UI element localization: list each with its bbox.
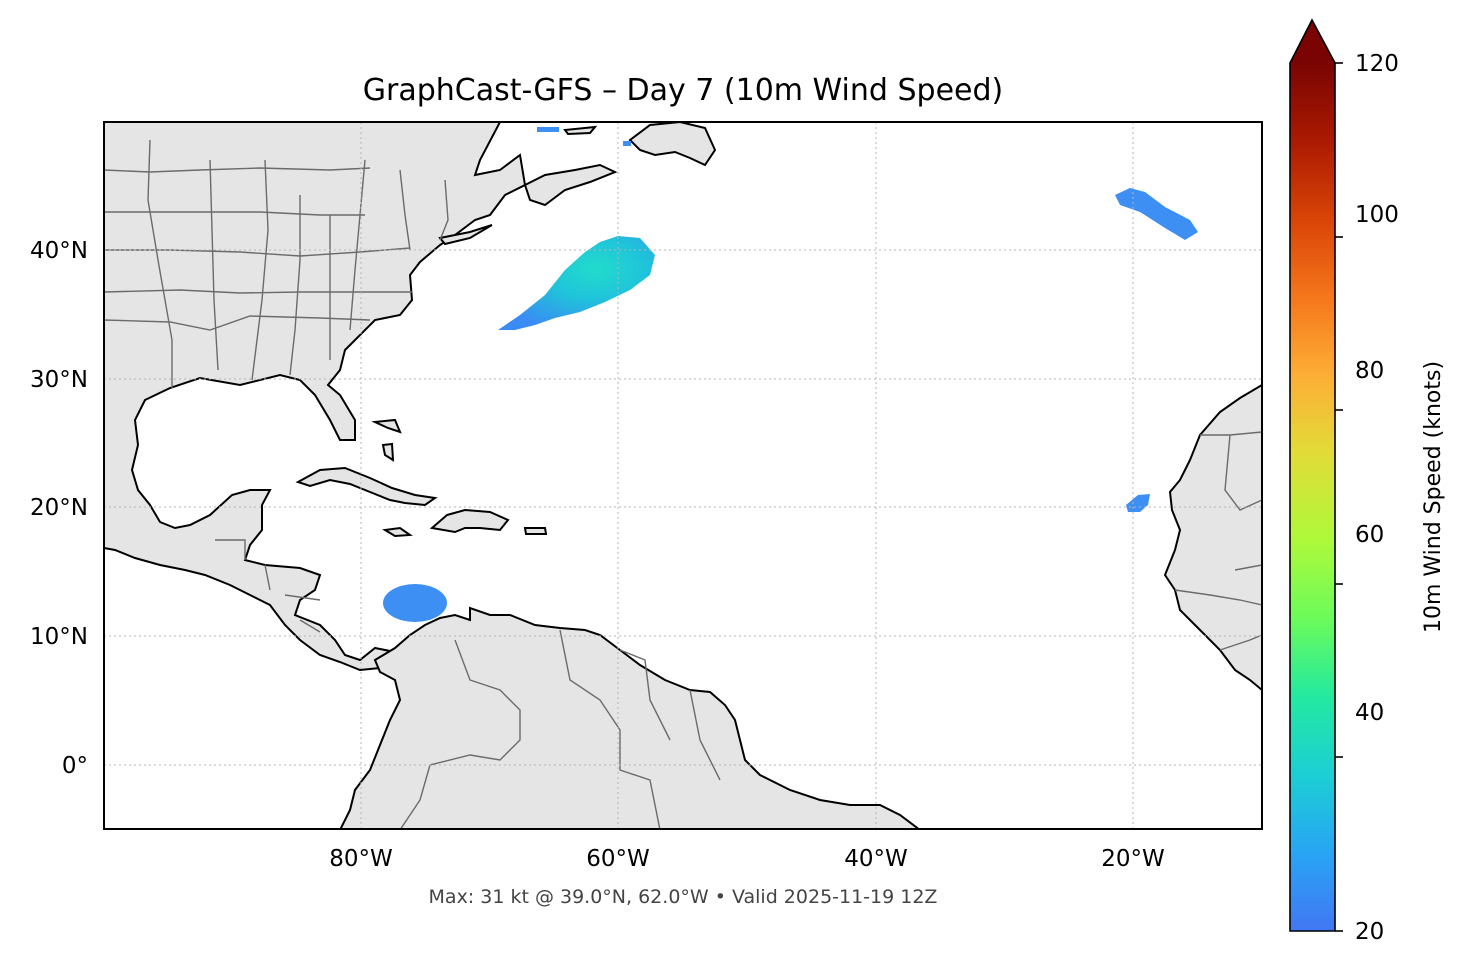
map-frame: [103, 121, 1263, 830]
footer-caption: Max: 31 kt @ 39.0°N, 62.0°W • Valid 2025…: [429, 886, 938, 908]
lon-tick-80w: 80°W: [329, 846, 393, 872]
admin-borders: [104, 139, 1262, 829]
colorbar-tick-60: 60: [1355, 522, 1384, 548]
land-bahamas: [371, 418, 402, 462]
wind-azores-area: [1115, 188, 1198, 240]
map-title: GraphCast-GFS – Day 7 (10m Wind Speed): [363, 73, 1003, 108]
wind-gulf-stream-jet: [498, 236, 655, 330]
land-jamaica: [382, 526, 413, 538]
lat-tick-10n: 10°N: [30, 624, 88, 650]
land-north-america: [104, 122, 527, 672]
land-hispaniola: [429, 508, 510, 534]
colorbar-tick-40: 40: [1355, 700, 1384, 726]
land-cuba: [295, 466, 438, 507]
wind-newfoundland-fragment: [623, 141, 631, 146]
land-south-america: [339, 606, 921, 829]
lon-tick-20w: 20°W: [1101, 846, 1165, 872]
colorbar-tick-80: 80: [1355, 358, 1384, 384]
colorbar-extend-arrow: [1290, 20, 1335, 63]
map-panel: [104, 122, 1262, 829]
lat-tick-40n: 40°N: [30, 238, 88, 264]
colorbar-tick-20: 20: [1355, 919, 1384, 945]
lat-tick-0: 0°: [62, 753, 88, 779]
wind-caribbean-jet: [383, 584, 447, 622]
lon-tick-labels: 80°W 60°W 40°W 20°W: [329, 846, 1165, 872]
colorbar: 20 40 60 80 100 120 10m Wind Speed (knot…: [1289, 18, 1446, 945]
lat-tick-30n: 30°N: [30, 367, 88, 393]
colorbar-tick-120: 120: [1355, 51, 1399, 77]
lat-tick-labels: 40°N 30°N 20°N 10°N 0°: [30, 238, 88, 779]
gridlines: [104, 122, 1262, 829]
land-puerto-rico: [523, 527, 548, 535]
lon-tick-40w: 40°W: [844, 846, 908, 872]
colorbar-outline: [1289, 18, 1336, 932]
land-long-island: [438, 224, 493, 246]
land-nova-scotia: [523, 163, 618, 207]
colorbar-tick-100: 100: [1355, 202, 1399, 228]
land-pei: [563, 125, 598, 136]
lon-tick-60w: 60°W: [586, 846, 650, 872]
lat-tick-20n: 20°N: [30, 495, 88, 521]
wind-gulf-fragment: [537, 127, 559, 132]
colorbar-gradient: [1290, 63, 1335, 931]
colorbar-label: 10m Wind Speed (knots): [1421, 361, 1446, 633]
